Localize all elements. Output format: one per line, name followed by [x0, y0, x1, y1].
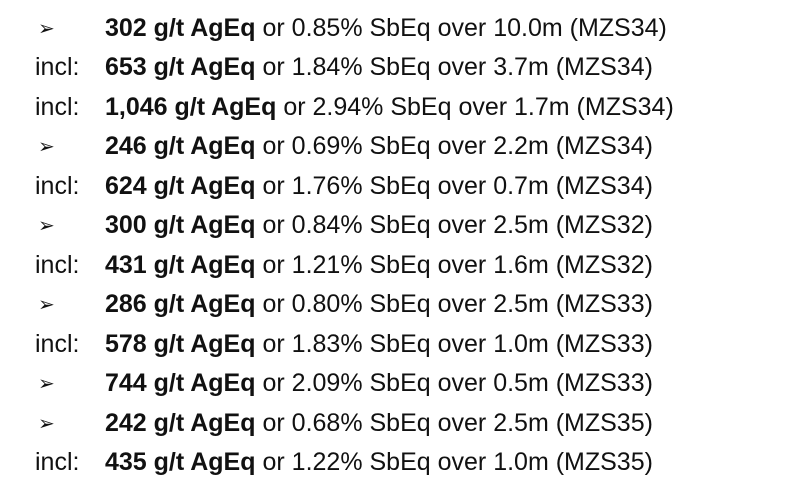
result-text: 578 g/t AgEq or 1.83% SbEq over 1.0m (MZS…: [105, 326, 653, 362]
details: or 0.69% SbEq over 2.2m (MZS34): [262, 132, 653, 161]
result-text: 435 g/t AgEq or 1.22% SbEq over 1.0m (MZS…: [105, 444, 653, 480]
grade: 744 g/t AgEq: [105, 369, 256, 398]
details: or 2.09% SbEq over 0.5m (MZS33): [262, 369, 653, 398]
details: or 1.84% SbEq over 3.7m (MZS34): [262, 53, 653, 82]
details: or 0.85% SbEq over 10.0m (MZS34): [262, 14, 667, 42]
bullet: ➢: [38, 371, 55, 396]
details: or 1.21% SbEq over 1.6m (MZS32): [262, 250, 653, 279]
result-text: 242 g/t AgEq or 0.68% SbEq over 2.5m (MZS…: [105, 405, 653, 441]
details: or 1.22% SbEq over 1.0m (MZS35): [262, 447, 653, 476]
grade: 302 g/t AgEq: [105, 14, 256, 42]
result-row: incl: 624 g/t AgEq or 1.76% SbEq over 0.7m…: [0, 168, 800, 204]
details: or 0.84% SbEq over 2.5m (MZS32): [262, 211, 653, 240]
result-row: ➢ 744 g/t AgEq or 2.09% SbEq over 0.5m (MZ…: [0, 365, 800, 401]
grade: 246 g/t AgEq: [105, 132, 256, 161]
result-row: incl: 435 g/t AgEq or 1.22% SbEq over 1.0m…: [0, 444, 800, 480]
incl-label: incl:: [35, 447, 80, 476]
result-text: 744 g/t AgEq or 2.09% SbEq over 0.5m (MZS…: [105, 365, 653, 401]
result-text: 431 g/t AgEq or 1.21% SbEq over 1.6m (MZS…: [105, 247, 653, 283]
details: or 1.76% SbEq over 0.7m (MZS34): [262, 171, 653, 200]
grade: 1,046 g/t AgEq: [105, 92, 277, 121]
result-text: 302 g/t AgEq or 0.85% SbEq over 10.0m (MZ…: [105, 10, 667, 46]
details: or 1.83% SbEq over 1.0m (MZS33): [262, 329, 653, 358]
result-text: 246 g/t AgEq or 0.69% SbEq over 2.2m (MZS…: [105, 128, 653, 164]
grade: 624 g/t AgEq: [105, 171, 256, 200]
result-text: 300 g/t AgEq or 0.84% SbEq over 2.5m (MZS…: [105, 207, 653, 243]
grade: 431 g/t AgEq: [105, 250, 256, 279]
grade: 653 g/t AgEq: [105, 53, 256, 82]
grade: 242 g/t AgEq: [105, 408, 256, 437]
details: or 2.94% SbEq over 1.7m (MZS34): [283, 92, 674, 121]
grade: 300 g/t AgEq: [105, 211, 256, 240]
details: or 0.80% SbEq over 2.5m (MZS33): [262, 290, 653, 319]
grade: 578 g/t AgEq: [105, 329, 256, 358]
result-row: ➢ 300 g/t AgEq or 0.84% SbEq over 2.5m (MZ…: [0, 207, 800, 243]
result-row: ➢ 242 g/t AgEq or 0.68% SbEq over 2.5m (MZ…: [0, 405, 800, 441]
result-row: incl: 653 g/t AgEq or 1.84% SbEq over 3.7m…: [0, 49, 800, 85]
bullet: ➢: [38, 410, 55, 435]
incl-label: incl:: [35, 53, 80, 82]
details: or 0.68% SbEq over 2.5m (MZS35): [262, 408, 653, 437]
result-row: ➢ 302 g/t AgEq or 0.85% SbEq over 10.0m (M…: [0, 10, 800, 46]
incl-label: incl:: [35, 92, 80, 121]
result-text: 286 g/t AgEq or 0.80% SbEq over 2.5m (MZS…: [105, 286, 653, 322]
grade: 286 g/t AgEq: [105, 290, 256, 319]
grade: 435 g/t AgEq: [105, 447, 256, 476]
incl-label: incl:: [35, 329, 80, 358]
bullet: ➢: [38, 292, 55, 317]
result-row: ➢ 286 g/t AgEq or 0.80% SbEq over 2.5m (MZ…: [0, 286, 800, 322]
result-text: 1,046 g/t AgEq or 2.94% SbEq over 1.7m (M…: [105, 89, 674, 125]
result-text: 624 g/t AgEq or 1.76% SbEq over 0.7m (MZS…: [105, 168, 653, 204]
bullet: ➢: [38, 213, 55, 238]
result-row: incl: 431 g/t AgEq or 1.21% SbEq over 1.6m…: [0, 247, 800, 283]
bullet: ➢: [38, 134, 55, 159]
result-row: ➢ 246 g/t AgEq or 0.69% SbEq over 2.2m (MZ…: [0, 128, 800, 164]
bullet: ➢: [38, 16, 55, 40]
result-row: incl: 1,046 g/t AgEq or 2.94% SbEq over 1.…: [0, 89, 800, 125]
incl-label: incl:: [35, 250, 80, 279]
incl-label: incl:: [35, 171, 80, 200]
result-row: incl: 578 g/t AgEq or 1.83% SbEq over 1.0m…: [0, 326, 800, 362]
result-text: 653 g/t AgEq or 1.84% SbEq over 3.7m (MZS…: [105, 49, 653, 85]
